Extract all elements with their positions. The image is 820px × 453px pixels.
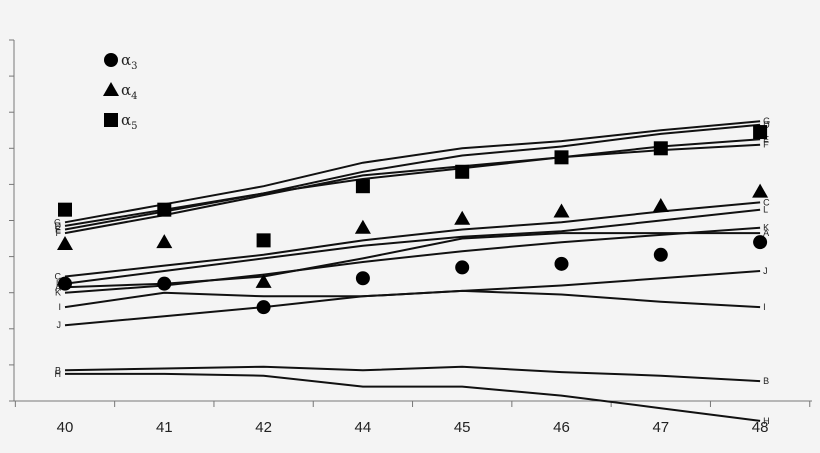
data-point-square [157,202,172,217]
data-point-square [355,179,370,194]
data-point-triangle [752,183,769,198]
data-point-triangle [354,219,371,234]
x-tick-label: 44 [355,419,372,436]
line-L [64,208,761,285]
line-label-start-C: C [55,271,62,281]
line-E [64,138,761,231]
data-point-triangle [255,273,272,288]
data-point-circle [653,247,668,262]
data-point-circle [256,300,271,315]
axes: 40 41 42 44 45 46 47 48 [9,39,812,436]
legend-marker-square [104,113,118,127]
line-K [64,226,761,294]
line-H [65,372,761,422]
line-label-end-C: C [763,197,770,207]
data-point-circle [455,260,470,275]
x-tick-label: 48 [752,419,769,436]
line-label-start-I: I [58,302,61,312]
line-D [64,123,761,227]
x-tick-label: 41 [156,419,173,436]
line-label-start-J: J [57,320,62,330]
line-label-end-K: K [763,223,769,233]
line-label-start-K: K [55,288,61,298]
line-label-end-E: E [763,134,769,144]
line-label-start-H: H [55,369,62,379]
x-tick-label: 42 [255,419,272,436]
data-point-square [554,150,569,165]
data-point-circle [157,276,172,291]
line-label-end-L: L [763,205,768,215]
line-label-start-F: F [56,228,62,238]
data-point-triangle [652,198,669,213]
data-point-square [653,141,668,156]
legend-marker-circle [104,53,118,67]
data-point-triangle [454,210,471,225]
line-C [64,201,761,278]
line-label-end-I: I [763,302,766,312]
line-label-end-J: J [763,266,768,276]
data-point-circle [355,271,370,286]
line-label-start-E: E [55,225,61,235]
data-point-circle [753,235,768,250]
line-I [64,289,761,309]
line-label-end-D: D [763,120,770,130]
line-label-end-H: H [763,416,770,426]
x-tick-label: 40 [57,419,74,436]
line-G [64,120,761,224]
legend-label: α3 [121,51,138,72]
legend-label-subscript: 3 [131,61,137,72]
line-label-start-B: B [55,365,61,375]
line-label-end-G: G [763,116,770,126]
data-point-square [58,202,72,217]
data-point-triangle [57,235,73,250]
legend-label: α5 [121,111,138,132]
line-label-end-F: F [763,140,769,150]
data-point-square [256,233,271,248]
data-point-square [753,125,768,140]
line-B [64,365,761,383]
data-point-square [455,164,470,179]
legend-label: α4 [121,81,138,102]
data-markers [57,125,769,315]
line-label-start-G: G [54,217,61,227]
x-tick-label: 46 [553,419,570,436]
data-point-triangle [156,234,173,249]
line-F [64,143,761,235]
reference-lines: GGDDEEFFCCLLKKAAJJIIBBHH [54,116,770,426]
line-label-start-D: D [55,221,62,231]
line-label-start-A: A [55,282,61,292]
data-point-circle [58,276,72,291]
line-A [64,232,761,289]
data-point-triangle [553,203,570,218]
legend: α3 α4 α5 [103,51,138,132]
line-label-end-B: B [763,376,769,386]
legend-label-subscript: 4 [131,91,137,102]
data-point-circle [554,256,569,271]
legend-label-subscript: 5 [131,121,137,132]
line-label-end-A: A [763,228,769,238]
x-tick-label: 45 [454,419,471,436]
x-tick-label: 47 [652,419,669,436]
legend-marker-triangle [103,82,119,96]
